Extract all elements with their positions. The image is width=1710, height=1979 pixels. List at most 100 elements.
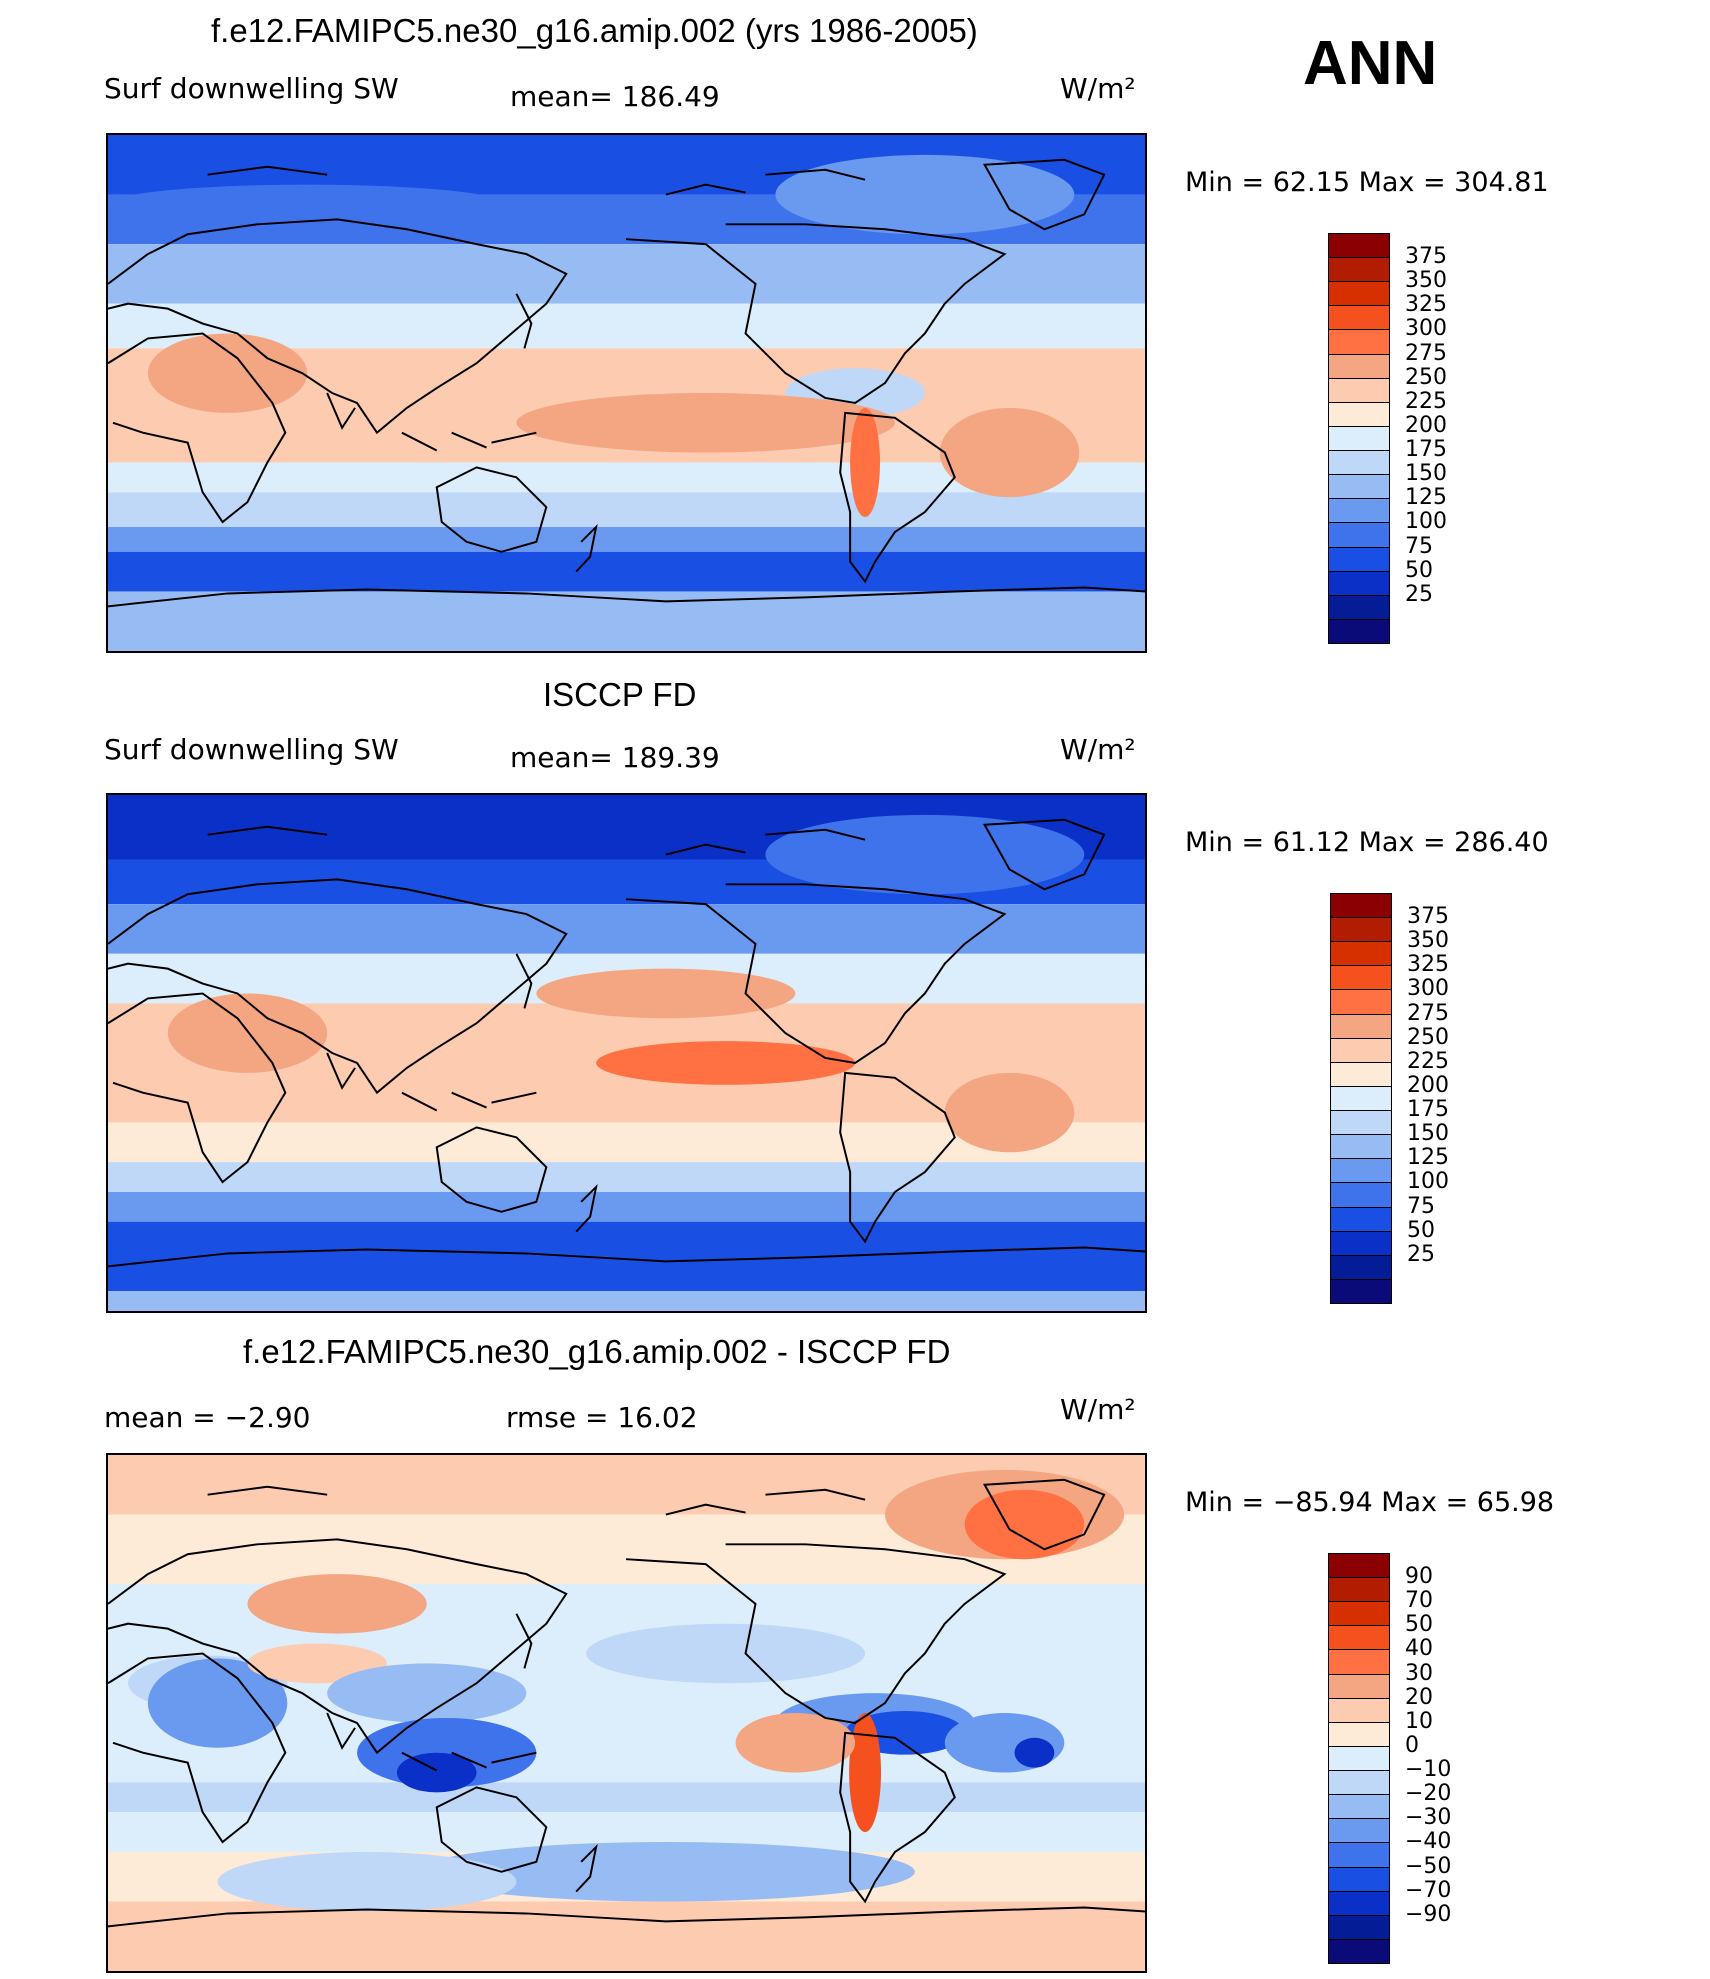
coastline <box>839 1731 956 1904</box>
panel-2-mean: mean= 189.39 <box>510 741 720 774</box>
coastline <box>839 411 956 584</box>
colorbar-swatch <box>1328 1770 1390 1796</box>
colorbar-swatch <box>1328 1745 1390 1772</box>
contour-blob <box>167 993 328 1073</box>
coastline <box>108 1538 568 1755</box>
colorbar-tick-label: 375 <box>1405 244 1447 270</box>
coastline <box>515 953 533 1009</box>
colorbar-swatch <box>1328 546 1390 572</box>
contour-blob <box>536 968 796 1019</box>
colorbar-swatch <box>1328 618 1390 644</box>
contour-blob <box>964 1489 1085 1560</box>
coastline <box>515 1613 533 1669</box>
coastline <box>625 883 1007 1064</box>
contour-band <box>108 591 1145 651</box>
contour-blob <box>735 1713 856 1773</box>
contour-blob <box>939 407 1080 498</box>
coastline <box>435 1126 548 1213</box>
panel-3-minmax: Min = −85.94 Max = 65.98 <box>1185 1487 1555 1518</box>
colorbar-tick-label: 300 <box>1405 316 1447 342</box>
colorbar-swatch <box>1328 257 1390 283</box>
coastline <box>575 1843 598 1893</box>
colorbar-tick-label: 50 <box>1407 1217 1435 1243</box>
contour-blob <box>1014 1737 1055 1768</box>
contour-band <box>108 551 1145 592</box>
colorbar-tick-label: 40 <box>1405 1636 1433 1662</box>
colorbar-swatch <box>1328 498 1390 524</box>
panel-1-title: f.e12.FAMIPC5.ne30_g16.amip.002 (yrs 198… <box>211 12 978 49</box>
coastline <box>108 586 1145 608</box>
colorbar-tick-label: −40 <box>1405 1829 1452 1855</box>
colorbar-swatch <box>1330 1085 1392 1112</box>
colorbar-swatch <box>1328 425 1390 452</box>
colorbar-tick-label: 350 <box>1407 928 1449 954</box>
coastline <box>435 1786 548 1873</box>
panel-2-colorbar: 375 350 325 300 275 250 225 200 175 150 125 100 75 50… <box>1330 893 1510 1304</box>
contour-blob <box>596 1041 856 1085</box>
colorbar-tick-label: −10 <box>1405 1757 1452 1783</box>
colorbar-swatch <box>1330 941 1392 967</box>
coastline <box>515 293 533 349</box>
contour-band <box>108 1291 1145 1311</box>
colorbar-swatch <box>1328 1625 1390 1651</box>
colorbar-swatch <box>1328 305 1390 331</box>
colorbar-tick-label: 25 <box>1405 581 1433 607</box>
panel-3-colorbar: 90 70 50 40 30 20 10 0 −10 −20 −30 −40 −50 −70 −90 <box>1328 1553 1508 1964</box>
contour-blob <box>765 814 1085 895</box>
colorbar-tick-label: 100 <box>1407 1169 1449 1195</box>
colorbar-swatch <box>1330 1037 1392 1063</box>
colorbar-tick-label: 20 <box>1405 1684 1433 1710</box>
colorbar-swatch <box>1330 1110 1392 1136</box>
contour-blob <box>147 333 308 413</box>
colorbar-swatch <box>1328 401 1390 427</box>
colorbar-tick-label: 100 <box>1405 509 1447 535</box>
coastline <box>108 218 568 435</box>
coastline <box>982 158 1106 231</box>
panel-1-mean: mean= 186.49 <box>510 80 720 113</box>
contour-blob <box>247 1574 427 1634</box>
contour-blob <box>416 1842 915 1902</box>
colorbar-tick-label: 250 <box>1407 1024 1449 1050</box>
contour-blob <box>775 154 1075 235</box>
colorbar-swatch <box>1328 1818 1390 1844</box>
panel-1-units: W/m² <box>1060 72 1136 105</box>
colorbar-tick-label: −70 <box>1405 1877 1452 1903</box>
colorbar-swatch <box>1330 1254 1392 1280</box>
coastline <box>108 878 568 1095</box>
colorbar-tick-label: 30 <box>1405 1660 1433 1686</box>
colorbar-tick-label: 125 <box>1407 1145 1449 1171</box>
colorbar-swatch <box>1328 522 1390 548</box>
colorbar-swatch <box>1328 353 1390 379</box>
colorbar-tick-label: 125 <box>1405 485 1447 511</box>
contour-blob <box>850 407 881 518</box>
contour-band <box>108 492 1145 527</box>
colorbar-tick-label: −30 <box>1405 1805 1452 1831</box>
colorbar-tick-label: 325 <box>1407 952 1449 978</box>
colorbar-tick-label: 25 <box>1407 1241 1435 1267</box>
colorbar-tick-label: 175 <box>1405 437 1447 463</box>
colorbar-swatch <box>1330 1278 1392 1304</box>
colorbar-swatch <box>1330 1134 1392 1160</box>
colorbar-swatch <box>1328 1553 1390 1579</box>
colorbar-swatch <box>1330 965 1392 991</box>
colorbar-swatch <box>1328 281 1390 307</box>
contour-blob <box>586 1623 866 1684</box>
colorbar-tick-label: 10 <box>1405 1708 1433 1734</box>
coastline <box>982 818 1106 891</box>
coastline <box>207 165 866 196</box>
contour-blob <box>849 1713 882 1833</box>
panel-1-map <box>106 133 1147 653</box>
colorbar-swatch <box>1328 1649 1390 1675</box>
colorbar-tick-label: 150 <box>1405 461 1447 487</box>
colorbar-swatch <box>1328 329 1390 355</box>
panel-3-units: W/m² <box>1060 1393 1136 1426</box>
panel-2-variable: Surf downwelling SW <box>104 733 399 766</box>
colorbar-swatch <box>1330 1182 1392 1208</box>
colorbar-swatch <box>1328 1842 1390 1868</box>
colorbar-tick-label: 50 <box>1405 557 1433 583</box>
colorbar-tick-label: 275 <box>1405 340 1447 366</box>
colorbar-swatch <box>1328 450 1390 476</box>
coastline <box>575 523 598 573</box>
colorbar-tick-label: 350 <box>1405 268 1447 294</box>
colorbar-swatch <box>1328 570 1390 596</box>
